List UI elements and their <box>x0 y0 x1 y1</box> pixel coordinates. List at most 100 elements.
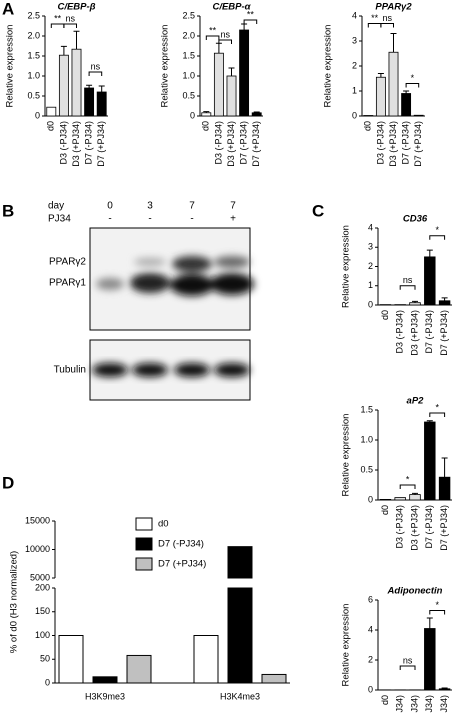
bar <box>84 87 95 117</box>
bar <box>58 635 84 684</box>
x-tick-label: d0 <box>201 121 211 131</box>
x-tick-label: D3 (+PJ34) <box>409 505 419 551</box>
y-axis-label: Relative expression <box>5 25 16 108</box>
y-tick-label: 1.0 <box>360 434 373 444</box>
significance-bracket <box>63 23 77 28</box>
bar <box>409 494 421 501</box>
x-tick-label: D3 (+PJ34) <box>388 121 398 167</box>
lane-label: - <box>108 214 111 225</box>
bar <box>438 688 451 691</box>
chart-title: PPARγ2 <box>375 2 412 13</box>
significance-label: ns <box>403 655 413 665</box>
y-tick-label: 1 <box>368 280 373 290</box>
bar <box>379 498 392 501</box>
bar <box>424 628 436 691</box>
x-tick-label: D7 (+PJ34) <box>439 505 449 551</box>
significance-label: ** <box>209 25 217 35</box>
x-tick-label: d0 <box>46 121 56 131</box>
bar <box>201 112 212 117</box>
x-tick-label: D3 (+PJ34) <box>71 121 81 167</box>
x-tick-label: D7 (-PJ34) <box>424 505 434 549</box>
error-bar <box>426 249 433 257</box>
significance-bracket <box>243 19 258 24</box>
x-tick-label: H3K9me3 <box>85 691 125 701</box>
band-label: Tubulin <box>54 365 86 376</box>
significance-label: * <box>435 225 439 235</box>
significance-bracket <box>405 83 420 88</box>
bar <box>46 106 57 117</box>
bar <box>388 51 399 117</box>
significance-bracket <box>429 235 446 240</box>
bar <box>193 635 219 684</box>
lane-label: 0 <box>107 201 113 212</box>
x-tick-label: D7 (+PJ34) <box>413 121 423 167</box>
bar <box>96 91 107 117</box>
y-tick-label: 4 <box>352 10 357 20</box>
error-bar <box>403 90 410 94</box>
error-bar <box>253 111 260 113</box>
y-tick-label: 1 <box>352 85 357 95</box>
bar <box>213 52 224 117</box>
y-tick-label: 2.5 <box>27 10 40 20</box>
error-bar <box>241 23 248 30</box>
bar <box>226 75 237 117</box>
y-tick-label: 1.0 <box>182 70 195 80</box>
significance-bracket <box>367 23 382 28</box>
error-bar <box>377 73 384 78</box>
x-tick-label: d0 <box>380 505 390 515</box>
bar <box>227 587 253 684</box>
y-axis-label: Relative expression <box>323 25 334 108</box>
panel-label: A <box>2 0 14 18</box>
error-bar <box>73 30 80 50</box>
bar <box>409 302 421 306</box>
lane-label: 7 <box>189 201 195 212</box>
chart-title: aP2 <box>407 396 425 407</box>
error-bar <box>215 42 222 54</box>
blot-row-label: day <box>48 201 64 212</box>
y-tick-label: 0 <box>35 110 40 120</box>
error-bar <box>98 85 105 92</box>
bar <box>227 546 253 579</box>
x-tick-label: D3 (-PJ34) <box>213 121 223 165</box>
error-bar <box>412 492 418 495</box>
significance-bracket <box>88 71 103 76</box>
significance-label: ** <box>54 13 62 23</box>
bar <box>424 421 436 501</box>
y-tick-label: 1.5 <box>360 404 373 414</box>
x-tick-label: D7 (-PJ34) <box>424 310 434 354</box>
blot-bands <box>92 363 250 377</box>
y-tick-label: 6 <box>368 594 373 604</box>
bar <box>58 54 69 117</box>
x-tick-label: d0 <box>380 695 390 705</box>
y-tick-label: 4 <box>368 624 373 634</box>
significance-label: ns <box>403 275 413 285</box>
bar <box>438 300 451 306</box>
error-bar <box>60 45 67 56</box>
x-tick-label: D7 (-PJ34) <box>400 121 410 165</box>
x-tick-label: D7 (-PJ34) <box>424 695 434 713</box>
significance-label: * <box>435 600 439 610</box>
panel-label: D <box>2 473 14 492</box>
bar <box>261 673 287 684</box>
bar <box>363 115 374 117</box>
bar <box>424 256 436 306</box>
significance-label: ** <box>247 9 255 19</box>
y-tick-label: 0.5 <box>27 90 40 100</box>
y-axis-label: Relative expression <box>341 604 352 687</box>
significance-bracket <box>399 484 416 489</box>
western-blot: day 0 3 7 7 PJ34 - - - + PPARγ2 PPARγ1 T… <box>48 201 254 401</box>
y-tick-label: 3 <box>352 35 357 45</box>
x-tick-label: D3 (-PJ34) <box>375 121 385 165</box>
error-bar <box>426 617 433 629</box>
significance-label: ns <box>65 13 75 23</box>
error-bar <box>441 297 448 301</box>
error-bar <box>426 420 433 422</box>
legend-swatch <box>135 517 153 531</box>
y-tick-label: 2 <box>368 654 373 664</box>
chart-title: C/EBP-β <box>57 2 95 13</box>
band-label: PPARγ2 <box>49 257 86 268</box>
y-tick-label: 2 <box>352 60 357 70</box>
chart-title: Adiponectin <box>387 586 443 597</box>
significance-label: ns <box>382 13 392 23</box>
x-tick-label: D7 (-PJ34) <box>83 121 93 165</box>
